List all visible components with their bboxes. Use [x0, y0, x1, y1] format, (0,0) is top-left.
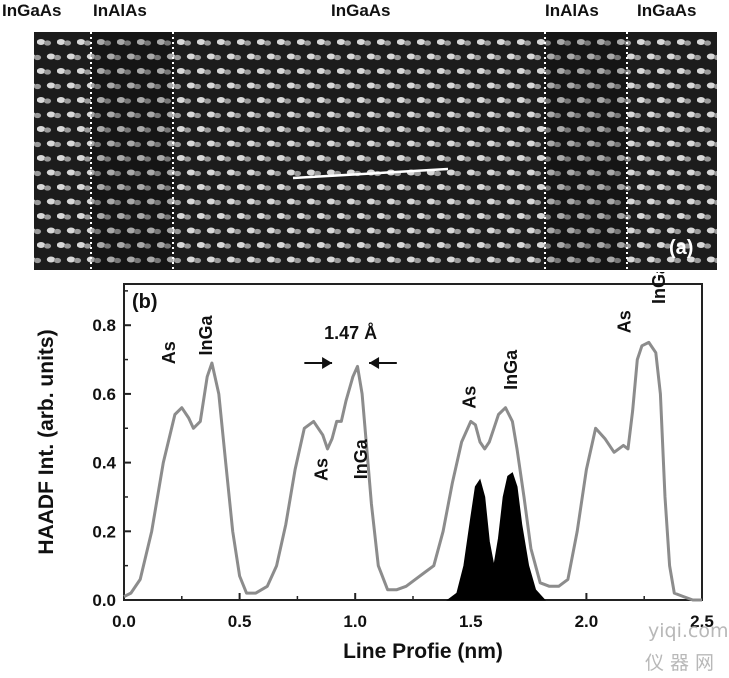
x-tick-label: 2.0 [575, 612, 599, 631]
inalas-band-right [545, 32, 627, 270]
region-label-ingaas-center: InGaAs [331, 1, 391, 20]
y-tick-label: 0.0 [92, 591, 116, 610]
x-axis-label: Line Profie (nm) [343, 640, 503, 663]
watermark-cn: 仪器网 [645, 652, 721, 674]
region-label-ingaas-left: InGaAs [2, 1, 62, 20]
annotation-arrow-head [369, 357, 380, 369]
y-tick-label: 0.2 [92, 522, 116, 541]
annotation-arrow-head [322, 357, 333, 369]
x-tick-label: 1.0 [343, 612, 367, 631]
region-label-inalas-left: InAlAs [93, 1, 147, 20]
x-tick-label: 2.5 [690, 612, 714, 631]
y-tick-label: 0.6 [92, 385, 116, 404]
stem-image-panel: (a) [34, 32, 717, 270]
inalas-band-left [91, 32, 173, 270]
series-1-area [446, 472, 546, 601]
profile-line [292, 167, 449, 180]
y-tick-label: 0.4 [92, 454, 116, 473]
peak-annotation: InGa [196, 315, 216, 356]
peak-annotation: As [159, 341, 179, 364]
y-axis-label: HAADF Int. (arb. units) [35, 329, 58, 554]
peak-annotation: InGa [351, 438, 371, 479]
series-0-line [123, 340, 702, 602]
x-tick-label: 0.0 [112, 612, 136, 631]
x-tick-label: 1.5 [459, 612, 483, 631]
y-tick-label: 0.8 [92, 316, 116, 335]
stem-image: (a) [34, 32, 717, 270]
region-label-inalas-right: InAlAs [545, 1, 599, 20]
peak-annotation: As [312, 458, 332, 481]
haadf-profile-chart: (b) 0.0 0.5 1.0 1.5 2.0 2.5 0.0 0.2 0.4 0.6 0.8 Line… [35, 272, 714, 663]
watermark-url: yiqi.com [648, 620, 729, 642]
peak-annotation: InGa [501, 349, 521, 390]
panel-a-label: (a) [669, 237, 693, 259]
peak-annotation: 1.47 Å [324, 323, 377, 343]
peak-annotation: InGa [649, 272, 669, 304]
region-label-ingaas-right: InGaAs [637, 1, 697, 20]
panel-b-label: (b) [132, 291, 158, 313]
peak-annotation: As [614, 310, 634, 333]
x-tick-label: 0.5 [228, 612, 252, 631]
peak-annotation: As [459, 386, 479, 409]
